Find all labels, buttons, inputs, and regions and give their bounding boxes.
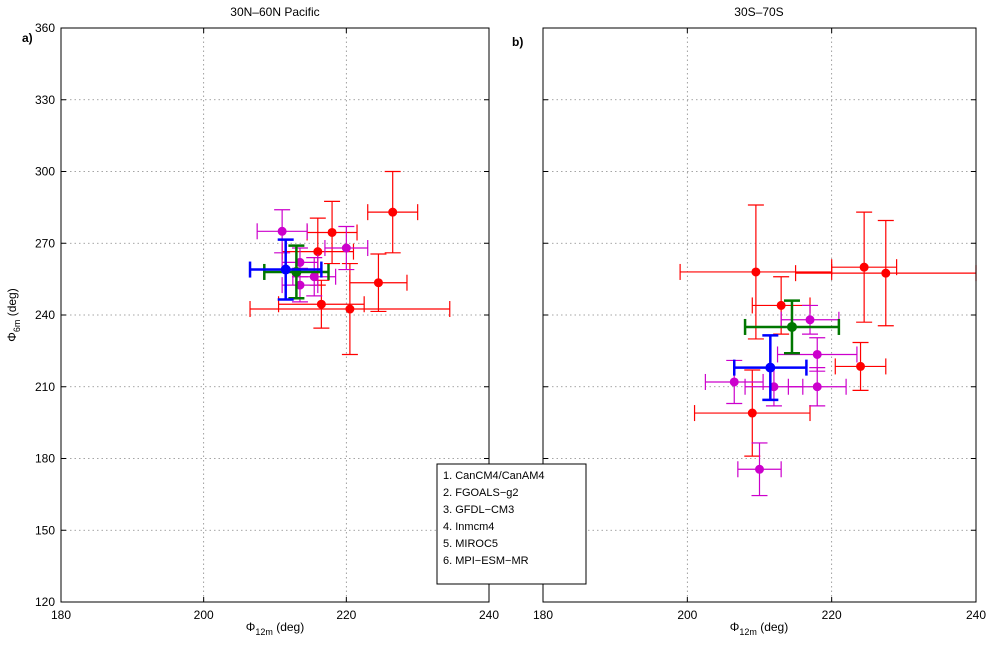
data-point-marker: [765, 362, 776, 373]
data-point-marker: [277, 226, 287, 236]
legend-entry: 3. GFDL−CM3: [443, 504, 514, 516]
panel-a-ylabel-sub: 6m: [12, 320, 22, 333]
panel-a-point-3: [349, 253, 408, 313]
panel-a-ytick-label: 120: [35, 595, 55, 609]
panel-a-point-12: [248, 238, 323, 301]
panel-a-xtick-label: 200: [194, 608, 214, 622]
panel-b-title: 30S–70S: [734, 5, 783, 19]
data-point-marker: [776, 300, 786, 310]
data-point-marker: [729, 377, 739, 387]
data-point-marker: [327, 227, 337, 237]
panel-a-ylabel-unit: (deg): [5, 288, 19, 319]
panel-a-ytick-label: 210: [35, 380, 55, 394]
panel-a-grid: [61, 28, 489, 602]
panel-a-xlabel-unit: (deg): [273, 620, 304, 634]
panel-b-xlabel-main: Φ: [730, 620, 740, 634]
legend: 1. CanCM4/CanAM4 2. FGOALS−g2 3. GFDL−CM…: [436, 463, 587, 585]
panel-a: 180 200 220 240120150180210240270300330360 …: [5, 5, 499, 637]
legend-entry: 6. MPI−ESM−MR: [443, 555, 529, 567]
panel-a-ylabel-main: Φ: [5, 332, 19, 342]
panel-a-ytick-label: 300: [35, 165, 55, 179]
panel-a-xlabel-main: Φ: [246, 620, 256, 634]
panel-a-ytick-label: 150: [35, 523, 55, 537]
legend-entry: 4. Inmcm4: [443, 521, 494, 533]
legend-box: [436, 463, 587, 585]
data-point-marker: [341, 243, 351, 253]
panel-b-point-13: [732, 334, 808, 402]
panel-b-xtick-label: 180: [533, 608, 553, 622]
panel-b-ticks: 180 200 220 240: [533, 27, 986, 622]
panel-a-point-0: [367, 170, 419, 254]
panel-a-ytick-label: 240: [35, 308, 55, 322]
panel-a-marks: [248, 170, 451, 356]
panel-a-xtick-label: 240: [479, 608, 499, 622]
data-point-marker: [747, 408, 757, 418]
panel-b-label: b): [512, 35, 523, 49]
panel-b-xlabel: Φ12m (deg): [730, 620, 788, 637]
data-point-marker: [373, 278, 383, 288]
panel-a-point-5: [249, 262, 451, 356]
panel-a-ytick-label: 360: [35, 21, 55, 35]
panel-b-xtick-label: 200: [677, 608, 697, 622]
legend-entry: 1. CanCM4/CanAM4: [443, 470, 545, 482]
panel-a-ytick-label: 330: [35, 93, 55, 107]
data-point-marker: [859, 262, 869, 272]
data-point-marker: [309, 272, 319, 282]
panel-b-point-7: [776, 337, 858, 372]
data-point-marker: [316, 299, 326, 309]
panel-a-label: a): [22, 31, 33, 45]
panel-a-title: 30N–60N Pacific: [230, 5, 319, 19]
panel-a-ytick-label: 270: [35, 236, 55, 250]
legend-entry: 2. FGOALS−g2: [443, 487, 519, 499]
panel-a-point-6: [256, 209, 308, 254]
data-point-marker: [388, 207, 398, 217]
panel-b-point-11: [737, 442, 782, 497]
data-point-marker: [345, 304, 355, 314]
panel-b-point-10: [787, 367, 847, 407]
panel-b-xlabel-sub: 12m: [739, 627, 757, 637]
panel-b-xtick-label: 240: [966, 608, 986, 622]
panel-b-xtick-label: 220: [822, 608, 842, 622]
panel-a-xlabel-sub: 12m: [255, 627, 273, 637]
panel-b: 180 200 220 240 30S–70S b) Φ12m (deg): [512, 5, 986, 637]
data-point-marker: [812, 382, 822, 392]
data-point-marker: [856, 361, 866, 371]
panel-a-ytick-label: 180: [35, 452, 55, 466]
panel-a-xtick-label: 180: [51, 608, 71, 622]
data-point-marker: [805, 315, 815, 325]
panel-a-ylabel: Φ6m (deg): [5, 288, 22, 341]
legend-entry: 5. MIROC5: [443, 538, 498, 550]
panel-b-grid: [543, 28, 976, 602]
panel-b-point-5: [693, 369, 811, 457]
data-point-marker: [812, 349, 822, 359]
panel-b-point-4: [834, 341, 887, 391]
data-point-marker: [751, 267, 761, 277]
panel-b-marks: [679, 204, 977, 497]
panel-b-xlabel-unit: (deg): [757, 620, 788, 634]
panel-a-xlabel: Φ12m (deg): [246, 620, 304, 637]
data-point-marker: [881, 268, 891, 278]
panel-b-point-12: [743, 299, 841, 355]
data-point-marker: [280, 264, 291, 275]
data-point-marker: [786, 321, 797, 332]
data-point-marker: [755, 464, 764, 474]
panel-b-point-1: [831, 211, 898, 323]
panel-a-point-7: [324, 225, 369, 271]
panel-a-xtick-label: 220: [336, 608, 356, 622]
panel-a-ticks: 180 200 220 240 120 150 180 210 240 270 300 330 360: [35, 21, 499, 622]
